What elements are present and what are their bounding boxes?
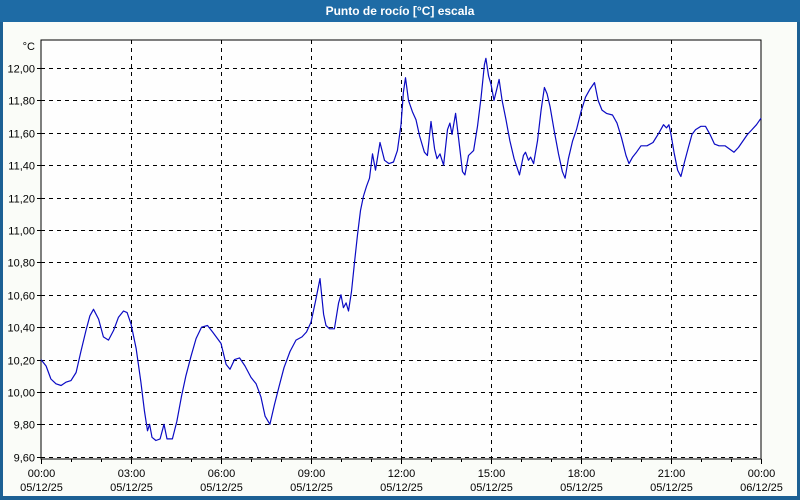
x-tick-time-label: 09:00	[298, 468, 326, 480]
y-tick-label: 10,80	[7, 258, 35, 270]
x-tick-time-label: 12:00	[388, 468, 416, 480]
y-tick-label: 11,00	[8, 226, 35, 238]
y-tick-label: 11,80	[8, 96, 35, 108]
x-tick-time-label: 03:00	[118, 468, 146, 480]
series-line	[40, 57, 762, 442]
y-tick-label: 11,60	[8, 129, 35, 141]
y-tick-label: 9,80	[14, 420, 35, 432]
x-tick-date-label: 05/12/25	[20, 482, 63, 494]
y-tick-label: 10,20	[7, 356, 35, 368]
x-tick-time-label: 18:00	[568, 468, 596, 480]
x-tick-date-label: 05/12/25	[560, 482, 603, 494]
y-tick-label: 12,00	[7, 64, 35, 76]
x-tick-date-label: 05/12/25	[200, 482, 243, 494]
y-tick-label: 11,20	[8, 194, 35, 206]
y-tick-label: 9,60	[14, 453, 35, 465]
y-tick-label: 10,00	[7, 388, 35, 400]
x-tick-time-label: 00:00	[28, 468, 56, 480]
y-tick-label: 10,60	[7, 291, 35, 303]
window-title: Punto de rocío [°C] escala	[0, 0, 800, 22]
y-tick-label: 10,40	[7, 323, 35, 335]
window-border-right	[797, 22, 800, 500]
x-tick-date-label: 05/12/25	[110, 482, 153, 494]
x-tick-time-label: 21:00	[658, 468, 686, 480]
x-tick-time-label: 06:00	[208, 468, 236, 480]
x-tick-date-label: 05/12/25	[380, 482, 423, 494]
x-tick-date-label: 05/12/25	[470, 482, 513, 494]
window-border-bottom	[0, 496, 800, 500]
y-axis-unit-label: °C	[23, 41, 35, 53]
x-tick-time-label: 00:00	[748, 468, 776, 480]
window-border-left	[0, 22, 3, 500]
y-tick-label: 11,40	[8, 161, 35, 173]
x-axis: 00:00 05/12/25 03:00 05/12/25 06:00 05/12/25 0…	[20, 40, 783, 494]
x-tick-date-label: 05/12/25	[650, 482, 693, 494]
x-tick-time-label: 15:00	[478, 468, 506, 480]
x-tick-date-label: 06/12/25	[740, 482, 783, 494]
x-tick-date-label: 05/12/25	[290, 482, 333, 494]
